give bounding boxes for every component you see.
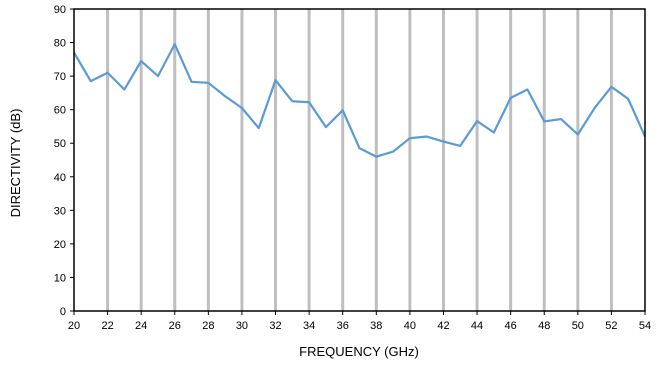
- vertical-gridlines: [106, 9, 613, 311]
- x-tick-label-24: 24: [135, 320, 147, 332]
- x-tick-label-32: 32: [269, 320, 281, 332]
- x-tick-label-42: 42: [437, 320, 449, 332]
- x-tick-labels: 20 22 24 26 28 30 32 34 36 38 40 42 44 46 48 50 52 54: [68, 311, 651, 332]
- y-tick-label-70: 70: [54, 71, 66, 83]
- x-tick-label-46: 46: [505, 320, 517, 332]
- y-tick-label-50: 50: [54, 138, 66, 150]
- y-tick-label-80: 80: [54, 38, 66, 50]
- y-tick-label-90: 90: [54, 4, 66, 16]
- plot-border: [73, 8, 646, 312]
- x-tick-label-54: 54: [639, 320, 651, 332]
- x-tick-label-52: 52: [605, 320, 617, 332]
- plot-frame: [73, 8, 646, 312]
- x-tick-label-48: 48: [538, 320, 550, 332]
- y-tick-label-0: 0: [60, 306, 66, 318]
- y-tick-labels: 0 10 20 30 40 50 60 70 80 90: [54, 4, 74, 318]
- x-tick-label-34: 34: [303, 320, 315, 332]
- series-layer: [73, 43, 647, 158]
- x-axis-label: FREQUENCY (GHz): [299, 344, 419, 359]
- y-axis-label: DIRECTIVITY (dB): [8, 109, 23, 218]
- y-tick-label-40: 40: [54, 172, 66, 184]
- x-tick-label-50: 50: [572, 320, 584, 332]
- x-tick-label-44: 44: [471, 320, 483, 332]
- x-tick-label-30: 30: [236, 320, 248, 332]
- x-tick-label-20: 20: [68, 320, 80, 332]
- x-tick-label-26: 26: [169, 320, 181, 332]
- x-tick-label-28: 28: [202, 320, 214, 332]
- x-tick-label-38: 38: [370, 320, 382, 332]
- y-tick-label-30: 30: [54, 205, 66, 217]
- y-tick-label-20: 20: [54, 239, 66, 251]
- x-tick-label-40: 40: [404, 320, 416, 332]
- x-tick-label-36: 36: [337, 320, 349, 332]
- y-tick-label-60: 60: [54, 105, 66, 117]
- y-tick-label-10: 10: [54, 272, 66, 284]
- series-line-0: [73, 43, 647, 158]
- x-tick-label-22: 22: [101, 320, 113, 332]
